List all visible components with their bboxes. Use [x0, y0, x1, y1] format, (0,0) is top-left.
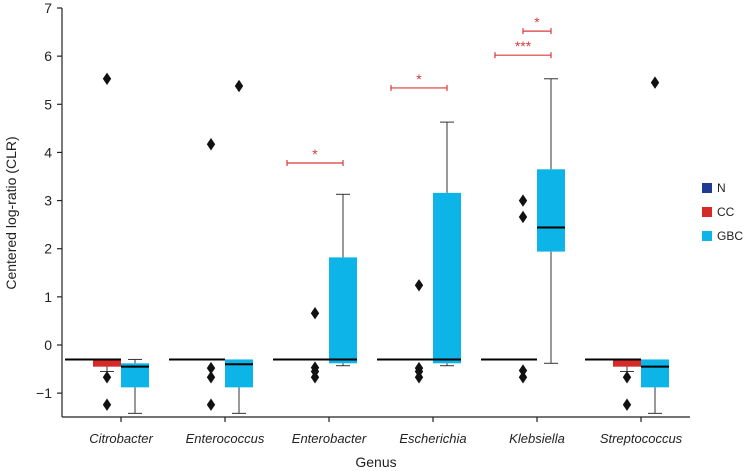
x-tick-label: Escherichia	[399, 431, 466, 446]
outlier-point	[310, 365, 320, 378]
y-tick-label: 4	[44, 144, 52, 160]
significance-label: *	[416, 71, 422, 87]
legend: N CC GBC	[702, 181, 743, 243]
x-tick-label: Enterococcus	[186, 431, 265, 446]
legend-item-n: N	[702, 181, 726, 195]
box-body	[433, 192, 461, 364]
outlier-point	[206, 361, 216, 375]
box-enterococcus-cc	[197, 138, 225, 411]
y-tick-label: 3	[44, 193, 52, 209]
x-tick-label: Enterobacter	[292, 431, 367, 446]
significance-bracket: *	[286, 146, 344, 167]
significance-bracket: *	[522, 14, 552, 35]
legend-label: CC	[717, 205, 735, 219]
box-body	[93, 359, 121, 367]
x-tick-label: Klebsiella	[509, 431, 565, 446]
y-tick-label: 0	[44, 337, 52, 353]
y-tick-label: 5	[44, 96, 52, 112]
outlier-point	[414, 365, 424, 378]
box-enterococcus-gbc	[225, 79, 253, 414]
box-streptococcus-gbc	[641, 76, 669, 414]
outlier-point	[518, 194, 528, 207]
legend-item-cc: CC	[702, 205, 735, 219]
legend-label: GBC	[717, 229, 743, 243]
y-tick-label: 7	[44, 0, 52, 16]
outlier-point	[310, 307, 320, 320]
y-tick-label: 2	[44, 241, 52, 257]
outlier-point	[650, 76, 660, 89]
box-body	[641, 359, 669, 388]
y-axis: −1 0 1 2 3 4 5 6 7	[36, 0, 63, 417]
outlier-point	[234, 79, 244, 93]
outlier-point	[518, 210, 528, 224]
outlier-point	[102, 72, 112, 85]
outlier-point	[518, 364, 528, 377]
legend-swatch	[702, 207, 712, 217]
box-escherichia-gbc	[433, 121, 461, 367]
outlier-point	[622, 398, 632, 411]
box-citrobacter-cc	[93, 72, 121, 411]
box-klebsiella-gbc	[537, 78, 565, 364]
box-body	[613, 359, 641, 367]
box-escherichia-cc	[405, 279, 433, 384]
y-tick-label: 6	[44, 48, 52, 64]
significance-label: *	[312, 146, 318, 162]
x-axis: Citrobacter Enterococcus Enterobacter Esche…	[62, 416, 690, 446]
y-axis-title: Centered log-ratio (CLR)	[3, 136, 19, 289]
y-tick-label: 1	[44, 289, 52, 305]
outlier-point	[206, 138, 216, 151]
outlier-point	[102, 398, 112, 411]
x-tick-label: Citrobacter	[89, 431, 153, 446]
x-tick-label: Streptococcus	[600, 431, 683, 446]
outlier-point	[206, 398, 216, 411]
legend-label: N	[717, 181, 726, 195]
significance-bracket: ***	[494, 38, 552, 59]
legend-swatch	[702, 183, 712, 193]
significance-label: ***	[515, 38, 532, 54]
box-citrobacter-gbc	[121, 358, 149, 414]
outlier-point	[206, 371, 216, 384]
y-tick-label: −1	[36, 385, 52, 401]
outlier-point	[622, 371, 632, 384]
box-streptococcus-cc	[613, 358, 641, 411]
x-axis-title: Genus	[355, 454, 396, 470]
box-enterobacter-gbc	[329, 193, 357, 367]
box-body	[537, 169, 565, 252]
legend-swatch	[702, 231, 712, 241]
legend-item-gbc: GBC	[702, 229, 743, 243]
outlier-point	[414, 279, 424, 292]
significance-bracket: *	[390, 71, 448, 91]
outlier-point	[102, 371, 112, 384]
box-body	[329, 257, 357, 364]
significance-label: *	[534, 14, 540, 30]
box-enterobacter-cc	[301, 307, 329, 384]
box-klebsiella-cc	[509, 194, 537, 384]
plot-area: ******	[65, 14, 669, 414]
outlier-point	[518, 371, 528, 384]
